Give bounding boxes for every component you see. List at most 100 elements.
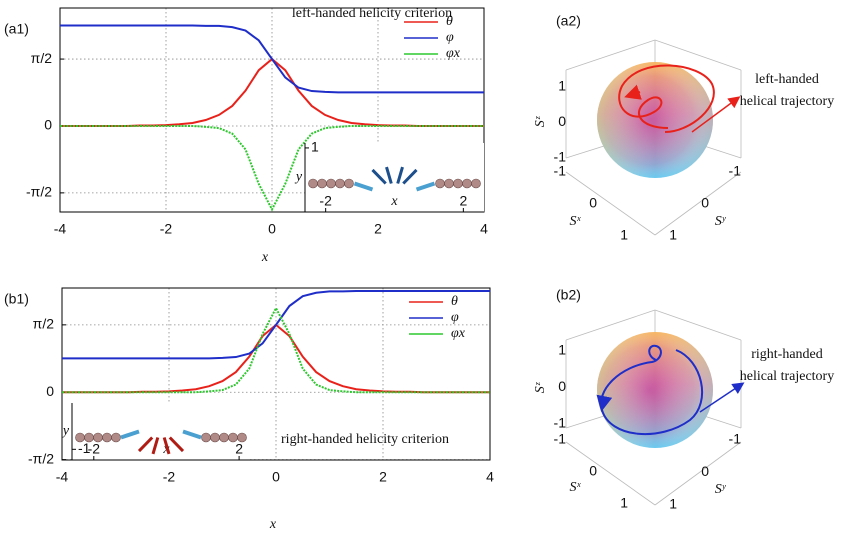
box-edge	[654, 171, 742, 236]
x-axis-label: x	[269, 517, 277, 532]
trajectory	[600, 344, 704, 436]
inset-y-label: y	[294, 170, 303, 185]
spin-arrow	[371, 168, 387, 185]
y-tick-label: -1	[729, 163, 742, 179]
z-tick-label: 0	[558, 113, 566, 129]
legend-label: φx	[446, 46, 461, 61]
y-tick-label: -π/2	[26, 184, 52, 200]
series-line	[60, 24, 484, 94]
inset-background	[72, 403, 250, 460]
spin-site	[335, 178, 345, 189]
spin-arrow	[162, 437, 171, 455]
spin-site	[102, 432, 112, 443]
annotation: left-handed	[755, 72, 819, 87]
spin-arrow	[396, 166, 404, 184]
x-tick-label: 4	[486, 469, 494, 485]
x-tick-label: -1	[554, 163, 567, 179]
legend-label: φx	[451, 326, 466, 341]
x-tick-label: -1	[554, 431, 567, 447]
z-tick-label: -1	[554, 415, 567, 431]
x-tick-label: -2	[160, 221, 173, 237]
trajectory	[618, 64, 715, 133]
z-tick-label: -1	[554, 149, 567, 165]
spin-arrow	[402, 168, 418, 185]
spin-site	[111, 432, 121, 443]
z-tick-label: 1	[558, 342, 566, 358]
x-tick-label: 1	[620, 227, 628, 243]
plot-frame	[61, 287, 491, 461]
x-axis-label: Sˣ	[570, 480, 582, 495]
x-axis-label: Sˣ	[570, 214, 582, 229]
z-tick-label: 1	[558, 78, 566, 94]
inset-x-tick-label: 2	[235, 441, 243, 457]
annotation: right-handed helicity criterion	[281, 432, 449, 447]
x-tick-label: 2	[379, 469, 387, 485]
box-edge	[565, 441, 656, 506]
y-axis-label: Sʸ	[715, 482, 727, 497]
inset-x-tick-label: 2	[459, 193, 467, 209]
spin-site	[75, 432, 85, 443]
box-edge	[654, 39, 742, 71]
inset-x-tick-label: -2	[319, 193, 332, 209]
z-axis-label: Sᶻ	[533, 115, 548, 127]
box-edge	[654, 441, 742, 506]
spin-site	[201, 432, 211, 443]
annotation: helical trajectory	[740, 369, 834, 384]
spin-arrow	[182, 429, 202, 440]
box-edge	[654, 309, 742, 341]
y-tick-label: π/2	[31, 50, 53, 66]
x-tick-label: 2	[374, 221, 382, 237]
y-axis-label: Sʸ	[715, 214, 727, 229]
y-tick-label: 1	[669, 496, 677, 512]
annotation: left-handed helicity criterion	[292, 6, 452, 21]
spin-arrow	[385, 166, 393, 184]
panel-label: (a1)	[4, 21, 29, 37]
series-line	[62, 305, 490, 394]
plot-frame	[59, 7, 485, 213]
inset-y-label: y	[61, 424, 70, 439]
annotation: right-handed	[751, 347, 823, 362]
y-tick-label: -π/2	[28, 450, 54, 466]
spin-site	[435, 178, 445, 189]
inset-background	[305, 143, 484, 212]
spin-site	[308, 178, 318, 189]
inset-axes	[304, 143, 484, 213]
z-axis-label: Sᶻ	[533, 381, 548, 393]
spin-site	[317, 178, 327, 189]
trajectory-arrow	[596, 394, 613, 412]
spin-site	[228, 432, 238, 443]
spin-site	[462, 178, 472, 189]
x-tick-label: 0	[589, 195, 597, 211]
series-line	[60, 124, 484, 212]
y-tick-label: 0	[701, 195, 709, 211]
box-edge	[565, 39, 656, 71]
spin-site	[219, 432, 229, 443]
spin-site	[93, 432, 103, 443]
z-tick-label: 0	[558, 378, 566, 394]
spin-site	[237, 432, 247, 443]
x-tick-label: 0	[268, 221, 276, 237]
x-tick-label: 0	[589, 463, 597, 479]
legend-label: θ	[451, 294, 458, 309]
trajectory-arrow	[624, 84, 642, 100]
inset-axes	[71, 403, 250, 461]
inset-x-tick-label: -2	[88, 441, 101, 457]
annotation: helical trajectory	[740, 94, 834, 109]
sphere-shade	[597, 332, 713, 448]
spin-site	[210, 432, 220, 443]
spin-arrow	[168, 436, 185, 453]
box-edge	[565, 171, 656, 236]
series-line	[62, 290, 490, 360]
inset-y-tick-label: -1	[78, 440, 91, 456]
spin-site	[444, 178, 454, 189]
pointer-arrow	[691, 96, 741, 133]
x-tick-label: 0	[272, 469, 280, 485]
spin-arrow	[151, 437, 160, 455]
x-tick-label: -2	[163, 469, 176, 485]
spin-site	[344, 178, 354, 189]
panel-label: (a2)	[556, 13, 581, 29]
spin-site	[471, 178, 481, 189]
spin-site	[84, 432, 94, 443]
y-tick-label: 1	[669, 227, 677, 243]
y-tick-label: 0	[44, 117, 52, 133]
